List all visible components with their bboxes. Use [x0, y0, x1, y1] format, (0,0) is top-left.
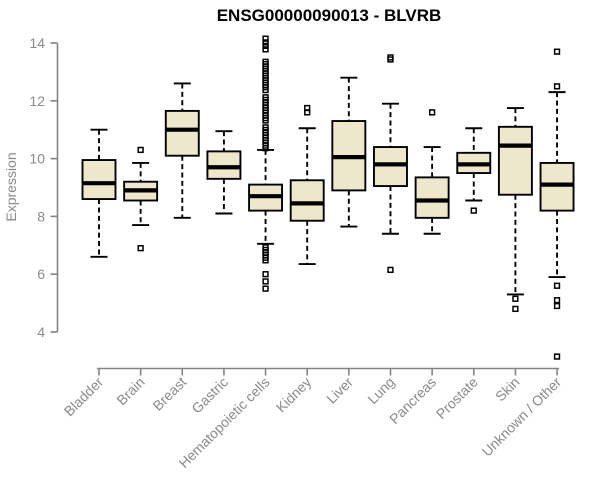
outlier-point	[262, 117, 269, 124]
outlier-point	[262, 285, 269, 292]
box-group-liver	[331, 76, 367, 228]
category-label-skin: Skin	[492, 374, 523, 405]
y-axis-title: Expression	[3, 152, 19, 221]
outlier-point	[553, 353, 561, 360]
outlier-point	[428, 109, 436, 116]
category-label-breast: Breast	[149, 374, 189, 414]
box-group-prostate	[456, 127, 492, 214]
outlier-point	[137, 146, 144, 154]
box-bladder	[81, 159, 117, 201]
outlier-point	[262, 42, 269, 50]
outlier-point	[512, 295, 519, 302]
chart-title: ENSG00000090013 - BLVRB	[217, 6, 442, 25]
outlier-point	[553, 48, 561, 55]
category-label-unknown-other: Unknown / Other	[479, 374, 565, 460]
box-group-unknown-other	[539, 48, 575, 360]
category-label-liver: Liver	[323, 374, 356, 407]
box-group-breast	[164, 82, 200, 219]
outlier-point	[304, 109, 311, 116]
boxplot-series	[81, 35, 575, 360]
outlier-point	[387, 56, 394, 63]
outlier-point	[262, 35, 269, 42]
outlier-point	[262, 257, 269, 264]
box-breast	[164, 109, 200, 157]
y-axis: 4 6 8 10 12 14	[29, 35, 59, 340]
outlier-point	[137, 245, 144, 252]
box-group-brain	[123, 146, 159, 252]
box-group-gastric	[206, 130, 242, 215]
y-tick-label-6: 6	[37, 266, 45, 282]
outlier-point	[512, 305, 519, 313]
outlier-point	[262, 86, 269, 94]
y-tick-label-12: 12	[29, 93, 45, 109]
outlier-point	[553, 83, 561, 90]
y-tick-label-8: 8	[37, 208, 45, 224]
box-gastric	[206, 150, 242, 180]
box-kidney	[289, 179, 325, 222]
outlier-point	[262, 278, 269, 285]
y-tick-label-4: 4	[37, 324, 45, 340]
category-label-bladder: Bladder	[61, 374, 107, 420]
box-skin	[497, 125, 533, 196]
outlier-point	[262, 46, 269, 53]
box-group-pancreas	[414, 109, 450, 235]
y-tick-label-10: 10	[29, 151, 45, 167]
box-group-hematopoietic-cells	[248, 35, 284, 292]
box-group-skin	[497, 107, 533, 313]
box-lung	[373, 146, 408, 188]
category-label-kidney: Kidney	[273, 374, 315, 416]
y-tick-label-14: 14	[29, 35, 45, 51]
outlier-point	[262, 39, 269, 46]
box-group-kidney	[289, 104, 325, 266]
outlier-point	[262, 145, 269, 152]
box-pancreas	[414, 176, 450, 219]
box-group-lung	[373, 54, 408, 274]
category-label-prostate: Prostate	[433, 374, 481, 422]
outlier-point	[553, 282, 561, 289]
outlier-point	[553, 302, 561, 310]
box-group-bladder	[81, 128, 117, 258]
outlier-point	[470, 207, 477, 214]
category-label-lung: Lung	[364, 374, 397, 407]
box-unknown-other	[539, 161, 575, 212]
category-label-brain: Brain	[113, 374, 147, 408]
outlier-point	[262, 271, 269, 278]
outlier-point	[553, 297, 561, 304]
outlier-point	[387, 266, 394, 274]
